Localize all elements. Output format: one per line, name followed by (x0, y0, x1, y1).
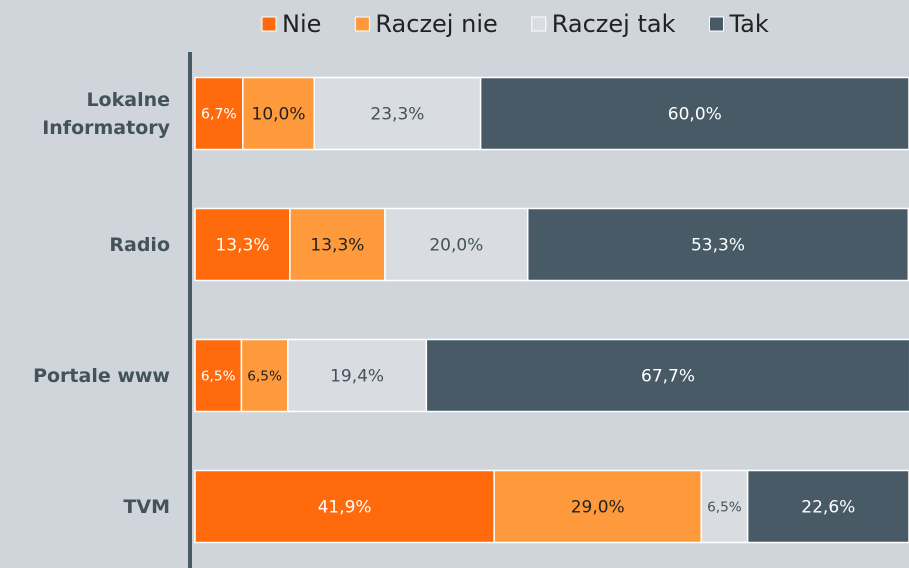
bar-segment (425, 338, 909, 413)
value-label: 13,3% (310, 236, 364, 256)
legend-label: Nie (282, 10, 321, 38)
bar-segment (746, 469, 909, 544)
bar-segment (493, 469, 702, 544)
bar-segment (526, 207, 909, 282)
bar-segment (289, 207, 386, 282)
bar-segment (240, 338, 289, 413)
value-label: 60,0% (668, 105, 722, 125)
value-label: 6,5% (247, 369, 282, 385)
value-label: 23,3% (370, 105, 424, 125)
value-label: 22,6% (801, 498, 855, 518)
value-label: 41,9% (318, 498, 372, 518)
bar-segment (287, 338, 428, 413)
value-label: 6,7% (201, 107, 237, 123)
value-label: 19,4% (330, 367, 384, 387)
legend-swatch (261, 16, 277, 32)
legend-label: Tak (728, 10, 768, 38)
y-tick-label: Lokalne Informatory (42, 88, 170, 139)
y-tick-label: TVM (123, 495, 170, 518)
value-label: 6,5% (707, 500, 742, 516)
value-label: 20,0% (429, 236, 483, 256)
value-label: 53,3% (691, 236, 745, 256)
legend-label: Raczej tak (552, 10, 676, 38)
bar-segment (194, 207, 291, 282)
y-tick-label: Radio (109, 233, 170, 256)
legend-swatch (354, 16, 370, 32)
bar-segment (194, 338, 243, 413)
value-label: 67,7% (641, 367, 695, 387)
value-label: 29,0% (571, 498, 625, 518)
value-label: 13,3% (215, 236, 269, 256)
bar-segment (479, 76, 909, 151)
y-tick-label: Portale www (33, 364, 170, 387)
bar-segment (384, 207, 529, 282)
bar-segment (194, 76, 244, 151)
legend-swatch (708, 16, 724, 32)
value-label: 6,5% (201, 369, 236, 385)
legend-label: Raczej nie (375, 10, 497, 38)
value-label: 10,0% (252, 105, 306, 125)
bar-segment (194, 469, 495, 544)
legend-swatch (531, 16, 547, 32)
bar-segment (313, 76, 482, 151)
